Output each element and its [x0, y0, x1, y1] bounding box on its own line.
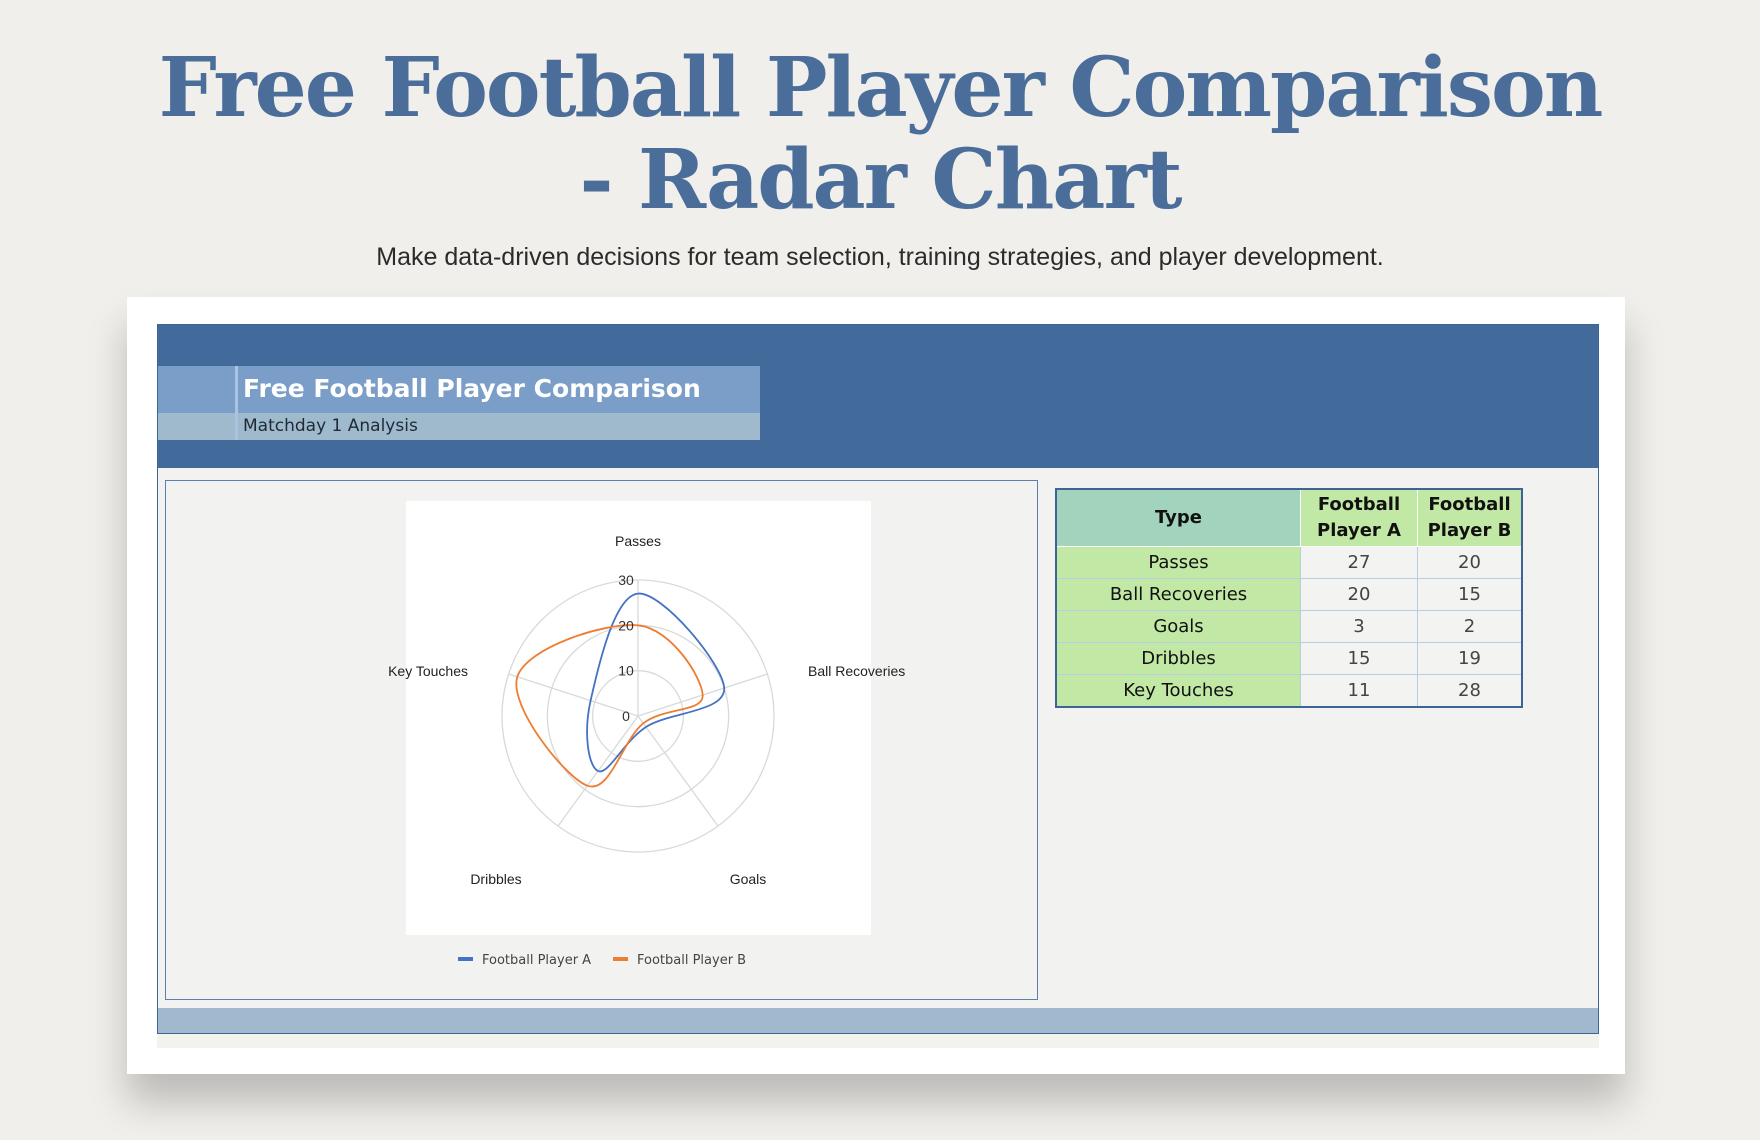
grid-spoke — [508, 673, 639, 717]
series-line-player-b — [515, 624, 704, 788]
table-header-row: Type Football Player A Football Player B — [1055, 488, 1523, 547]
table-cell-player-a[interactable]: 15 — [1300, 642, 1418, 675]
r-tick-label: 10 — [618, 663, 634, 679]
series-line-player-a — [586, 592, 726, 773]
radar-chart: 0 10 20 30 Passes Ball Recoveries Goals Dribble… — [388, 533, 905, 968]
category-label: Goals — [730, 871, 767, 887]
hero-title-line1: Free Football Player Comparison — [158, 40, 1604, 136]
category-label: Passes — [615, 533, 661, 549]
header-player-b[interactable]: Football Player B — [1417, 488, 1523, 547]
category-label: Key Touches — [388, 663, 468, 679]
table-cell-player-a[interactable]: 11 — [1300, 674, 1418, 708]
table-row: Passes 27 20 — [1055, 546, 1523, 579]
table-cell-player-b[interactable]: 20 — [1417, 546, 1523, 579]
category-label: Dribbles — [470, 871, 521, 887]
subtitle-row — [158, 413, 760, 440]
table-cell-type[interactable]: Ball Recoveries — [1055, 578, 1301, 611]
table-cell-player-a[interactable]: 3 — [1300, 610, 1418, 643]
table-cell-player-a[interactable]: 20 — [1300, 578, 1418, 611]
table-cell-player-b[interactable]: 19 — [1417, 642, 1523, 675]
chart-plot-area — [406, 501, 871, 935]
hero-title-line2: - Radar Chart — [579, 132, 1182, 228]
table-cell-type[interactable]: Passes — [1055, 546, 1301, 579]
category-label: Ball Recoveries — [808, 663, 905, 679]
table-cell-player-a[interactable]: 27 — [1300, 546, 1418, 579]
header-player-b-line2: Player B — [1427, 520, 1512, 541]
sheet-footer-band — [158, 1008, 1598, 1033]
hero-title: Free Football Player Comparison - Radar … — [0, 42, 1760, 226]
chart-frame[interactable]: 0 10 20 30 Passes Ball Recoveries Goals Dribble… — [165, 480, 1038, 1000]
legend-label: Football Player B — [637, 953, 746, 968]
header-player-b-line1: Football — [1428, 494, 1511, 515]
grid-spoke — [637, 715, 719, 827]
sheet-bottom-strip — [157, 1034, 1599, 1048]
header-player-a-line2: Player A — [1317, 520, 1401, 541]
table-cell-type[interactable]: Dribbles — [1055, 642, 1301, 675]
header-player-a-line1: Football — [1317, 494, 1401, 515]
r-tick-label: 30 — [618, 572, 634, 588]
table-cell-player-b[interactable]: 2 — [1417, 610, 1523, 643]
table-row: Dribbles 15 19 — [1055, 642, 1523, 675]
sheet-subtitle: Matchday 1 Analysis — [243, 416, 418, 436]
r-tick-label: 20 — [618, 617, 634, 633]
data-table: Type Football Player A Football Player B… — [1055, 488, 1523, 708]
title-box: Free Football Player Comparison Matchday… — [158, 366, 760, 440]
spreadsheet: Free Football Player Comparison Matchday… — [157, 324, 1599, 1034]
table-cell-player-b[interactable]: 28 — [1417, 674, 1523, 708]
table-cell-type[interactable]: Goals — [1055, 610, 1301, 643]
table-row: Ball Recoveries 20 15 — [1055, 578, 1523, 611]
table-cell-player-b[interactable]: 15 — [1417, 578, 1523, 611]
header-player-a[interactable]: Football Player A — [1300, 488, 1418, 547]
hero-subtitle: Make data-driven decisions for team sele… — [376, 243, 1384, 271]
subtitle-row-left — [158, 413, 235, 440]
table-cell-type[interactable]: Key Touches — [1055, 674, 1301, 708]
table-row: Goals 3 2 — [1055, 610, 1523, 643]
header-type[interactable]: Type — [1055, 488, 1301, 547]
table-row: Key Touches 11 28 — [1055, 674, 1523, 708]
legend-label: Football Player A — [482, 953, 591, 968]
r-tick-label: 0 — [622, 708, 630, 724]
title-row — [158, 366, 760, 413]
title-divider — [235, 366, 238, 440]
header-band: Free Football Player Comparison Matchday… — [158, 325, 1598, 468]
sheet-title: Free Football Player Comparison — [243, 374, 701, 403]
